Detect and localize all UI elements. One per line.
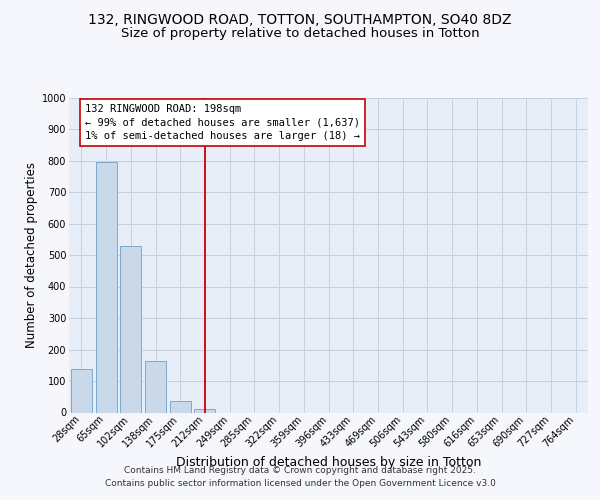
Bar bbox=[170, 400, 191, 412]
Text: 132, RINGWOOD ROAD, TOTTON, SOUTHAMPTON, SO40 8DZ: 132, RINGWOOD ROAD, TOTTON, SOUTHAMPTON,… bbox=[88, 12, 512, 26]
Bar bbox=[194, 410, 215, 412]
Y-axis label: Number of detached properties: Number of detached properties bbox=[25, 162, 38, 348]
Bar bbox=[145, 362, 166, 412]
Text: Size of property relative to detached houses in Totton: Size of property relative to detached ho… bbox=[121, 28, 479, 40]
Text: Contains public sector information licensed under the Open Government Licence v3: Contains public sector information licen… bbox=[104, 479, 496, 488]
Bar bbox=[95, 162, 116, 412]
X-axis label: Distribution of detached houses by size in Totton: Distribution of detached houses by size … bbox=[176, 456, 481, 469]
Bar bbox=[120, 246, 141, 412]
Bar bbox=[71, 370, 92, 412]
Text: 132 RINGWOOD ROAD: 198sqm
← 99% of detached houses are smaller (1,637)
1% of sem: 132 RINGWOOD ROAD: 198sqm ← 99% of detac… bbox=[85, 104, 360, 141]
Text: Contains HM Land Registry data © Crown copyright and database right 2025.: Contains HM Land Registry data © Crown c… bbox=[124, 466, 476, 475]
